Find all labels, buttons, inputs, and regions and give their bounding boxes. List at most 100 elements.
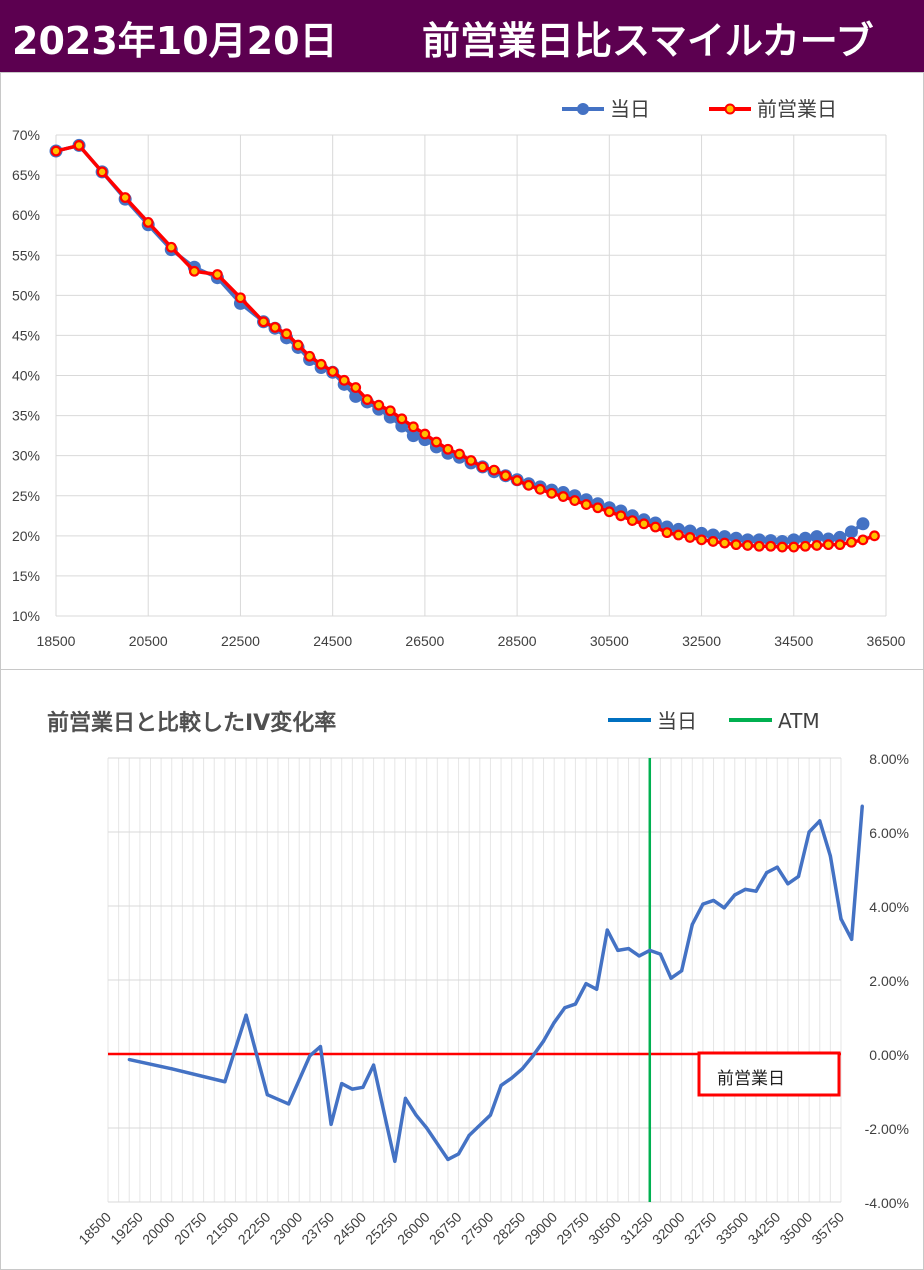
x-tick-label: 26500 xyxy=(405,633,444,649)
today-point xyxy=(616,948,620,952)
today-point xyxy=(786,882,790,886)
previous-day-point xyxy=(119,192,131,203)
x-tick-label: 30500 xyxy=(590,633,629,649)
today-point xyxy=(286,1102,291,1106)
today-point xyxy=(170,1067,174,1071)
today-point xyxy=(414,1113,418,1117)
previous-day-point xyxy=(327,366,339,377)
previous-day-point xyxy=(338,374,350,386)
today-point xyxy=(796,874,801,878)
x-tick-label: 24500 xyxy=(330,1209,369,1248)
y-tick-label: 6.00% xyxy=(869,825,909,841)
y-tick-label: 2.00% xyxy=(869,973,909,989)
x-tick-label: 29750 xyxy=(553,1209,592,1248)
previous-day-point xyxy=(73,140,85,151)
today-point xyxy=(488,1113,493,1117)
x-tick-label: 20000 xyxy=(139,1209,178,1248)
chart1-y-axis: 10% 15% 20% 25% 30% 35% 40% 45% 50% 55% 60% 65% 70% xyxy=(12,127,40,624)
y-tick-label: 0.00% xyxy=(869,1047,909,1063)
x-tick-label: 29000 xyxy=(521,1209,560,1248)
previous-day-point xyxy=(799,540,811,552)
today-point xyxy=(573,1002,578,1006)
previous-day-point xyxy=(454,448,465,460)
previous-day-point xyxy=(592,502,604,514)
reference-label: 前営業日 xyxy=(717,1069,785,1089)
previous-day-point xyxy=(511,475,523,486)
today-point xyxy=(850,937,854,941)
today-point xyxy=(552,1020,556,1025)
today-point xyxy=(127,1057,131,1062)
previous-day-point xyxy=(165,241,177,253)
chart1-series xyxy=(49,138,880,553)
y-tick-label: 4.00% xyxy=(869,899,909,915)
reference-label-box xyxy=(697,1051,841,1097)
previous-day-point xyxy=(673,529,684,541)
today-point xyxy=(340,1082,344,1086)
previous-day-point xyxy=(488,464,500,476)
today-point xyxy=(329,1122,333,1126)
previous-day-point xyxy=(419,428,431,440)
previous-day-point xyxy=(500,470,511,482)
previous-day-point xyxy=(846,536,857,548)
chart2-title: 前営業日と比較したIV変化率 xyxy=(47,710,336,736)
x-tick-label: 20750 xyxy=(171,1209,210,1248)
today-point xyxy=(371,1063,376,1067)
today-point xyxy=(361,1085,365,1089)
today-point xyxy=(743,887,747,891)
y-tick-label: 25% xyxy=(12,488,40,504)
smile-curve-chart: 10%15%20%25%30%35%40%45%50%55%60%65%70% … xyxy=(12,97,906,649)
report-date: 2023年10月20日 xyxy=(12,19,338,63)
previous-day-point xyxy=(142,216,154,228)
y-tick-label: 65% xyxy=(12,167,40,183)
previous-day-point xyxy=(569,495,581,506)
previous-day-point xyxy=(822,539,834,551)
iv-change-chart: 前営業日と比較したIV変化率 前営業日 -4.00% -2.00% 0.00% 2.0… xyxy=(47,709,909,1248)
x-tick-label: 22250 xyxy=(235,1209,274,1248)
previous-day-point xyxy=(684,532,696,543)
x-tick-label: 19250 xyxy=(107,1209,146,1248)
x-tick-label: 28500 xyxy=(498,633,537,649)
previous-day-point xyxy=(235,292,246,304)
chart2-grid xyxy=(107,757,842,1203)
previous-day-point xyxy=(534,483,546,495)
previous-day-point xyxy=(776,541,788,553)
x-tick-label: 35750 xyxy=(808,1209,847,1248)
y-tick-label: 15% xyxy=(12,568,40,584)
x-tick-label: 28250 xyxy=(490,1209,529,1248)
previous-day-point xyxy=(281,328,292,340)
iv-change-panel: 前営業日と比較したIV変化率 前営業日 -4.00% -2.00% 0.00% 2.0… xyxy=(0,669,924,1270)
today-point xyxy=(406,429,420,443)
legend-label-previous-day: 前営業日 xyxy=(757,97,837,121)
previous-day-point xyxy=(707,536,719,547)
previous-day-point xyxy=(753,540,765,552)
chart2-reference: 前営業日 xyxy=(108,758,841,1202)
y-tick-label: 60% xyxy=(12,207,40,223)
today-point xyxy=(456,1152,461,1156)
y-tick-label: 55% xyxy=(12,247,40,263)
today-point xyxy=(350,1087,354,1091)
today-point xyxy=(510,1076,514,1080)
x-tick-label: 22500 xyxy=(221,633,260,649)
previous-day-point xyxy=(869,530,880,542)
previous-day-point xyxy=(188,265,200,277)
previous-day-point xyxy=(696,534,707,546)
chart2-y-axis: -4.00% -2.00% 0.00% 2.00% 4.00% 6.00% 8.00% xyxy=(865,751,909,1211)
x-tick-label: 27500 xyxy=(458,1209,497,1248)
previous-day-point xyxy=(477,461,488,473)
today-point xyxy=(244,1013,248,1017)
chart2-legend: 当日 ATM xyxy=(608,709,820,733)
today-point xyxy=(563,1006,567,1010)
previous-day-point xyxy=(580,499,592,510)
legend-marker-today xyxy=(577,103,589,115)
today-point xyxy=(818,819,822,823)
series-line-today xyxy=(128,805,864,1164)
previous-day-point xyxy=(465,455,477,466)
today-point xyxy=(403,1096,408,1100)
previous-day-point xyxy=(211,269,223,280)
today-point xyxy=(531,1054,535,1058)
previous-day-point xyxy=(373,399,385,411)
previous-day-point xyxy=(557,491,569,502)
x-tick-label: 23750 xyxy=(298,1209,337,1248)
x-tick-label: 34250 xyxy=(745,1209,784,1248)
today-point xyxy=(265,1093,269,1097)
